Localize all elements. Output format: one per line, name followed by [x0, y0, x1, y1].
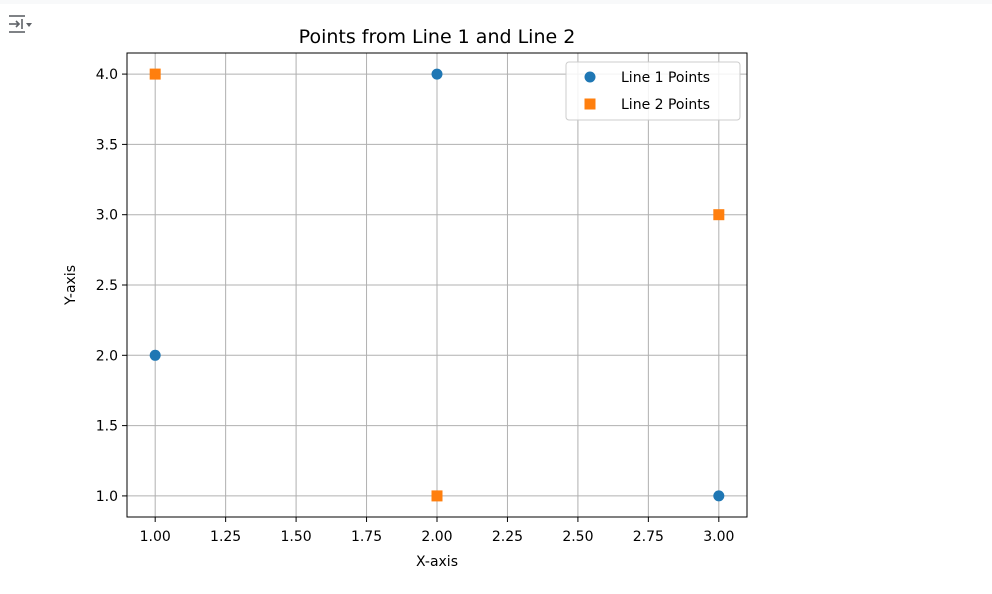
x-tick-label: 2.00 — [421, 529, 452, 545]
y-tick-label: 2.0 — [96, 348, 118, 364]
y-tick-label: 3.0 — [96, 208, 118, 224]
y-tick-label: 1.0 — [96, 489, 118, 505]
data-points — [149, 68, 725, 502]
output-collapse-icon[interactable] — [6, 13, 34, 39]
y-tick-label: 3.5 — [96, 137, 118, 153]
axis-ticks: 1.00 1.25 1.50 1.75 2.00 2.25 2.50 2.75 3.00 1.0 1… — [96, 67, 735, 545]
x-axis-label: X-axis — [416, 554, 458, 570]
legend-box — [565, 61, 741, 121]
chart-title: Points from Line 1 and Line 2 — [299, 26, 576, 48]
point-series-2 — [149, 68, 161, 80]
legend: Line 1 Points Line 2 Points — [565, 61, 741, 121]
x-tick-label: 1.25 — [210, 529, 241, 545]
point-series-1 — [431, 68, 443, 80]
x-tick-label: 2.25 — [492, 529, 523, 545]
x-tick-label: 2.75 — [633, 529, 664, 545]
legend-marker-line-2 — [584, 98, 596, 110]
point-series-2 — [713, 209, 725, 221]
y-axis-label: Y-axis — [63, 265, 79, 306]
x-tick-label: 3.00 — [703, 529, 734, 545]
y-tick-label: 2.5 — [96, 278, 118, 294]
cell-top-strip — [0, 0, 992, 4]
x-tick-label: 1.50 — [281, 529, 312, 545]
point-series-2 — [431, 490, 443, 502]
legend-label-line-2: Line 2 Points — [621, 97, 710, 113]
x-tick-label: 1.00 — [140, 529, 171, 545]
grid — [127, 53, 747, 517]
point-series-1 — [149, 349, 161, 361]
legend-label-line-1: Line 1 Points — [621, 70, 710, 86]
legend-marker-line-1 — [584, 71, 596, 83]
point-series-1 — [713, 490, 725, 502]
y-tick-label: 1.5 — [96, 419, 118, 435]
x-tick-label: 1.75 — [351, 529, 382, 545]
y-tick-label: 4.0 — [96, 67, 118, 83]
x-tick-label: 2.50 — [562, 529, 593, 545]
